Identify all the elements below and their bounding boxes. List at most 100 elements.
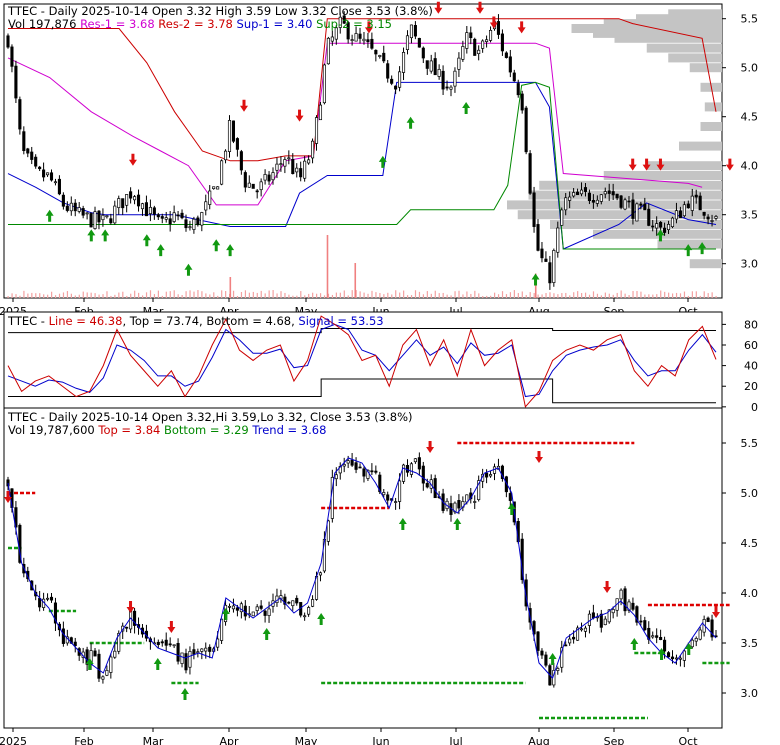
candle-body	[465, 32, 469, 49]
candle-body	[572, 192, 576, 197]
candle-body	[152, 207, 156, 215]
up-arrow	[398, 518, 407, 530]
volume-bar	[399, 292, 401, 298]
volume-bar	[82, 291, 84, 298]
volume-bar	[252, 291, 254, 298]
volume-profile-bar	[603, 171, 722, 180]
volume-bar	[213, 292, 215, 298]
candle-body	[231, 120, 236, 142]
candle-body	[299, 168, 303, 178]
volume-bar	[130, 293, 132, 298]
volume-bar	[326, 235, 329, 298]
candle-body	[263, 174, 267, 181]
volume-bar	[339, 292, 341, 298]
down-arrow	[364, 21, 373, 34]
candle-body	[587, 192, 591, 202]
candle-body	[441, 70, 445, 90]
candle-body	[544, 258, 548, 262]
volume-bar	[66, 291, 69, 298]
volume-bar	[612, 294, 614, 298]
volume-bar	[23, 290, 25, 298]
candle-body	[390, 78, 394, 84]
price-panel: TTEC - Daily 2025-10-14 Open 3.32 High 3…	[0, 1, 759, 318]
down-arrow	[434, 1, 443, 14]
candle-body	[109, 218, 113, 224]
y-tick-label: 4.0	[741, 160, 759, 173]
volume-bar	[683, 291, 686, 298]
candle-body	[576, 191, 580, 196]
candle-body	[105, 215, 109, 218]
volume-bar	[19, 295, 21, 298]
volume-bar	[54, 295, 57, 298]
candle-body	[500, 465, 504, 480]
up-arrow	[630, 638, 639, 650]
candle-body	[97, 653, 101, 679]
candle-body	[255, 190, 259, 193]
volume-bar	[533, 293, 535, 298]
volume-bar	[43, 294, 45, 298]
candle-body	[89, 213, 93, 228]
volume-bar	[35, 293, 37, 298]
candle-body	[516, 83, 520, 96]
volume-bar	[335, 292, 337, 298]
volume-bar	[422, 294, 425, 298]
up-arrow	[462, 102, 471, 114]
volume-bar	[592, 291, 595, 298]
candle-body	[524, 107, 528, 153]
candle-body	[659, 637, 663, 641]
candle-body	[97, 210, 101, 223]
up-arrow	[656, 229, 665, 242]
candle-body	[374, 49, 378, 55]
candle-body	[85, 212, 89, 215]
volume-bar	[153, 294, 156, 298]
volume-bar	[482, 295, 484, 298]
volume-bar	[7, 295, 9, 298]
candle-body	[682, 204, 686, 217]
volume-bar	[715, 295, 717, 298]
y-tick-label: 3.0	[741, 687, 759, 700]
volume-bar	[418, 291, 421, 298]
candle-body	[176, 214, 180, 217]
volume-bar	[497, 294, 500, 298]
candle-body	[579, 189, 584, 195]
down-arrow	[725, 158, 734, 171]
x-tick-label: Mar	[143, 735, 164, 745]
volume-profile-bar	[704, 102, 722, 112]
volume-bar	[343, 290, 345, 298]
candle-body	[639, 203, 643, 206]
y-tick-label: 4.0	[741, 587, 759, 600]
volume-bar	[47, 294, 49, 298]
candle-body	[14, 65, 18, 99]
candle-body	[409, 24, 413, 39]
candle-body	[125, 194, 129, 206]
volume-bar	[284, 292, 286, 298]
legend-item: Res-1 = 3.68	[80, 17, 158, 31]
volume-bar	[434, 290, 436, 298]
volume-bar	[201, 291, 203, 298]
x-tick-label: Jul	[448, 735, 462, 745]
volume-bar	[695, 291, 697, 298]
volume-bar	[90, 292, 92, 298]
volume-bar	[707, 293, 709, 298]
volume-bar	[644, 294, 646, 298]
candle-body	[643, 620, 647, 631]
volume-profile-bar	[646, 161, 722, 171]
candle-body	[520, 93, 524, 111]
candle-body	[93, 211, 97, 229]
volume-bar	[288, 294, 290, 298]
candle-body	[192, 218, 196, 230]
level-res-2	[8, 18, 717, 162]
candle-body	[417, 457, 421, 470]
price-panel-frame	[3, 3, 723, 299]
candle-body	[42, 169, 46, 178]
volume-bar	[454, 291, 456, 298]
candle-body	[77, 207, 81, 212]
candle-body	[568, 638, 572, 644]
candle-body	[247, 182, 251, 188]
volume-bar	[656, 294, 658, 298]
volume-bar	[577, 291, 579, 298]
volume-bar	[292, 295, 294, 298]
trend-line	[7, 457, 717, 679]
candle-body	[314, 117, 319, 144]
